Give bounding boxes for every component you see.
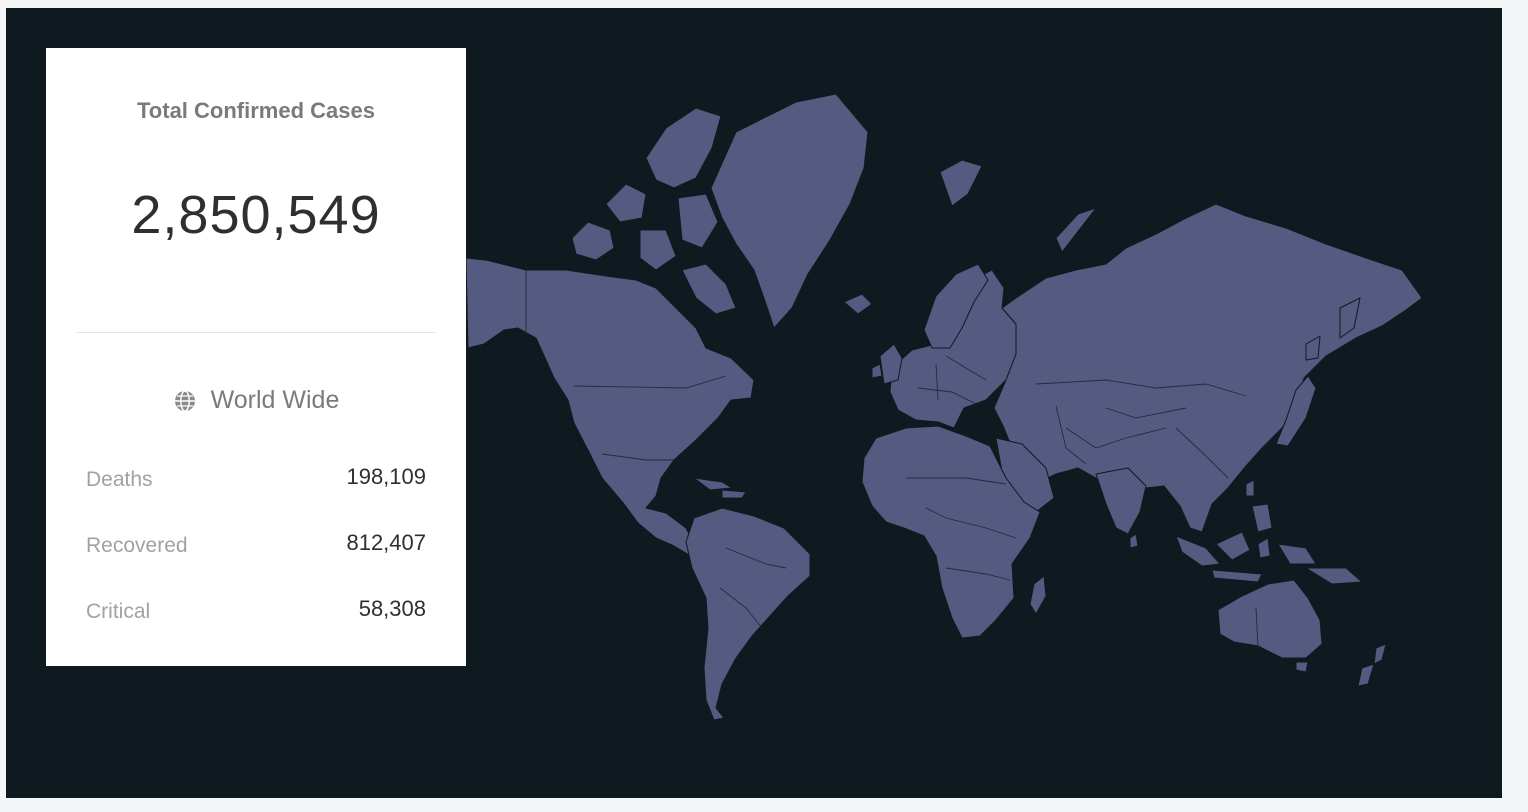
stat-row-deaths: Deaths 198,109 xyxy=(86,464,426,494)
stat-value: 812,407 xyxy=(346,530,426,555)
dashboard-frame: Total Confirmed Cases 2,850,549 World Wi… xyxy=(6,8,1502,798)
card-title: Total Confirmed Cases xyxy=(137,98,375,123)
summary-card: Total Confirmed Cases 2,850,549 World Wi… xyxy=(46,48,466,666)
asia xyxy=(993,203,1423,533)
stat-label: Critical xyxy=(86,600,151,623)
south-america xyxy=(685,507,811,721)
scope-label: World Wide xyxy=(210,386,340,414)
australia xyxy=(1217,579,1323,659)
north-america xyxy=(465,257,755,569)
stat-value: 198,109 xyxy=(346,464,426,489)
stat-label: Recovered xyxy=(86,534,188,557)
africa xyxy=(861,425,1041,639)
total-confirmed-count: 2,850,549 xyxy=(131,185,381,245)
stat-value: 58,308 xyxy=(358,596,426,621)
world-map[interactable] xyxy=(6,8,1502,798)
country-borders xyxy=(525,270,1259,649)
divider xyxy=(76,332,436,333)
stat-row-recovered: Recovered 812,407 xyxy=(86,530,426,560)
scope-selector: World Wide xyxy=(46,386,466,415)
land-masses xyxy=(465,93,1423,721)
stat-label: Deaths xyxy=(86,468,153,491)
greenland xyxy=(710,93,869,329)
globe-icon xyxy=(173,389,197,413)
stat-row-critical: Critical 58,308 xyxy=(86,596,426,626)
